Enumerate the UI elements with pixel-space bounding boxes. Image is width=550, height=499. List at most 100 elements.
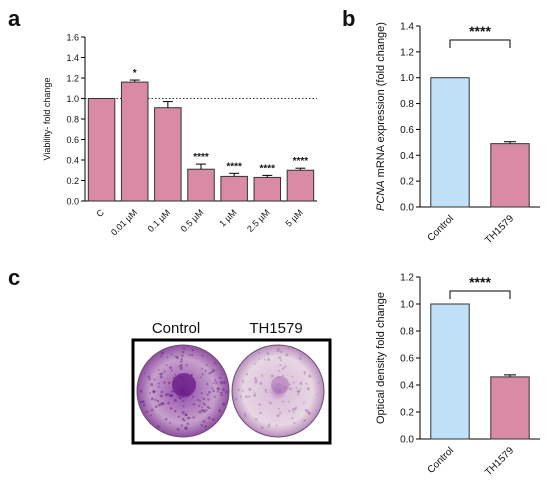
stain-speckle (254, 377, 257, 381)
stain-speckle (192, 395, 194, 398)
bar (253, 176, 282, 202)
stain-speckle (206, 364, 208, 366)
stain-speckle (253, 391, 256, 394)
stain-speckle (185, 413, 188, 417)
y-axis-title: PCNA mRNA expression (fold change) (375, 22, 387, 211)
stain-speckle (150, 408, 154, 412)
x-tick-label: TH1579 (483, 445, 516, 478)
y-tick-label: 0.0 (400, 435, 414, 446)
stain-speckle (206, 405, 209, 409)
stain-speckle (169, 394, 172, 396)
stain-speckle (160, 351, 164, 355)
stain-speckle (205, 382, 209, 386)
significance-bracket (449, 39, 511, 48)
stain-speckle (181, 417, 185, 421)
stain-speckle (178, 396, 181, 399)
stain-speckle (302, 402, 305, 404)
y-axis-title: Viability- fold change (42, 78, 52, 161)
stain-speckle (142, 403, 146, 407)
stain-speckle (265, 391, 268, 394)
photo-label-control: Control (152, 320, 200, 337)
stain-speckle (156, 399, 160, 403)
stain-speckle (211, 387, 214, 390)
y-tick-label: 0.6 (400, 125, 414, 136)
x-tick-label: TH1579 (483, 213, 516, 246)
stain-speckle (150, 382, 154, 387)
stain-speckle (264, 358, 266, 361)
y-axis-title: Optical density fold change (375, 292, 387, 424)
stain-speckle (156, 425, 160, 429)
stain-speckle (296, 393, 300, 396)
stain-speckle (172, 376, 175, 379)
stain-speckle (254, 417, 258, 421)
stain-speckle (139, 400, 143, 404)
bar (220, 175, 248, 202)
stain-speckle (154, 405, 158, 409)
stain-speckle (284, 365, 287, 368)
stain-speckle (205, 409, 208, 412)
stain-speckle (282, 400, 285, 403)
stain-speckle (201, 373, 204, 376)
stain-speckle (279, 350, 283, 354)
stain-speckle (202, 397, 206, 400)
stain-speckle (244, 395, 248, 399)
stain-speckle (212, 389, 215, 393)
stain-speckle (163, 381, 166, 384)
crystal-violet-photo: Control TH1579 (131, 320, 332, 445)
y-tick-label: 1.6 (66, 33, 79, 43)
stain-speckle (164, 393, 168, 397)
stain-speckle (181, 350, 185, 354)
bar (154, 107, 182, 202)
stain-speckle (191, 354, 194, 357)
stain-speckle (150, 397, 154, 401)
bar (187, 168, 215, 202)
stain-speckle (166, 392, 170, 396)
stain-speckle (182, 391, 186, 395)
stain-speckle (219, 381, 223, 385)
stain-speckle (245, 373, 249, 376)
stain-speckle (207, 398, 210, 401)
stain-speckle (269, 401, 272, 405)
stain-speckle (268, 423, 271, 426)
stain-speckle (248, 387, 252, 391)
stain-speckle (304, 408, 308, 412)
y-tick-label: 0.4 (400, 381, 414, 392)
stain-speckle (317, 381, 320, 384)
stain-speckle (169, 407, 173, 410)
stain-speckle (160, 394, 163, 398)
stain-speckle (201, 406, 204, 409)
stain-speckle (306, 387, 310, 391)
stain-speckle (288, 409, 291, 413)
stain-speckle (204, 369, 207, 372)
stain-speckle (179, 366, 183, 370)
stain-speckle (153, 390, 156, 393)
chart-a: 0.0 0.2 0.4 0.6 0.8 1.0 1.2 1.4 1.6 C * 0.01 µM 0.1 … (42, 33, 317, 238)
stain-speckle (244, 412, 247, 415)
stain-speckle (182, 378, 185, 381)
stain-speckle (304, 372, 307, 375)
y-tick-label: 1.0 (66, 94, 79, 104)
stain-speckle (149, 392, 152, 394)
stain-speckle (181, 390, 185, 393)
y-tick-label: 0.8 (400, 99, 414, 110)
x-tick-label: 2.5 µM (245, 207, 272, 234)
stain-speckle (308, 374, 312, 378)
stain-speckle (160, 390, 164, 394)
stain-speckle (303, 370, 306, 374)
stain-speckle (201, 368, 204, 370)
stain-speckle (296, 390, 300, 393)
significance-label: * (133, 68, 137, 79)
x-tick-label: 0.5 µM (179, 207, 206, 234)
stain-speckle (276, 414, 280, 418)
stain-speckle (169, 394, 173, 398)
stain-speckle (152, 390, 156, 394)
stain-speckle (144, 372, 146, 374)
stain-speckle (291, 417, 294, 420)
stain-speckle (170, 393, 174, 398)
stain-speckle (239, 395, 242, 398)
bar (430, 303, 470, 440)
stain-speckle (210, 371, 213, 374)
stain-speckle (197, 398, 200, 402)
bar (286, 169, 315, 202)
significance-label: **** (293, 156, 309, 167)
